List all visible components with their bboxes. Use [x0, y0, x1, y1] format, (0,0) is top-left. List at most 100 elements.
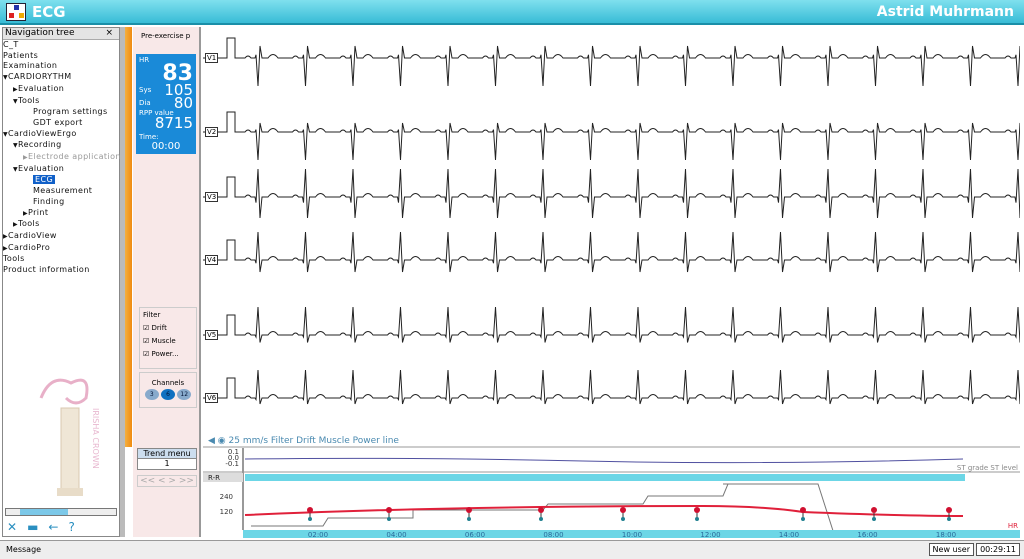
st-tick: 0.0 [228, 454, 239, 462]
tree-item[interactable]: ▶Print [23, 207, 49, 217]
tree-item[interactable]: ▼Evaluation [13, 163, 65, 173]
app-logo-icon [6, 3, 26, 21]
time-tick: 18:00 [936, 531, 956, 538]
sys-marker [307, 507, 313, 513]
tree-toggle-icon[interactable]: ▶ [23, 209, 29, 217]
sys-marker [946, 507, 952, 513]
tree-toggle-icon[interactable]: ▼ [13, 142, 19, 150]
tree-item[interactable]: ▶CardioPro [3, 242, 51, 252]
ecg-trace-v4 [203, 231, 1020, 273]
tree-item[interactable]: ▶Tools [13, 219, 40, 229]
dia-marker [539, 517, 543, 521]
load-line [251, 483, 923, 538]
watermark-column-logo: IRISHA CROWN [39, 378, 100, 496]
rr-label-bg [203, 473, 243, 482]
sys-marker [800, 507, 806, 513]
filter-drift-checkbox[interactable]: ☑ Drift [143, 324, 167, 332]
time-axis-band [243, 530, 1020, 538]
back-arrow-icon[interactable]: ← [48, 520, 59, 534]
horizontal-scrollbar[interactable] [5, 508, 117, 516]
accent-bar [125, 27, 132, 447]
filter-group: Filter ☑ Drift ☑ Muscle ☑ Power... [139, 307, 197, 369]
tree-toggle-icon[interactable]: ▶ [13, 85, 19, 93]
tree-toggle-icon[interactable]: ▼ [3, 130, 9, 138]
pager-controls[interactable]: << < > >> [137, 475, 197, 487]
ecg-info-text: 25 mm/s Filter Drift Muscle Power line [228, 436, 399, 446]
tree-toggle-icon[interactable]: ▼ [3, 74, 9, 82]
folder-icon[interactable]: ▬ [27, 520, 39, 534]
sys-marker [466, 507, 472, 513]
time-tick: 08:00 [543, 531, 563, 538]
dia-marker [801, 517, 805, 521]
tree-item[interactable]: ▶Electrode application [23, 152, 121, 162]
ecg-trace-v3 [203, 168, 1020, 219]
trend-menu-button[interactable]: Trend menu 1 [137, 448, 197, 470]
nav-header: Navigation tree × [3, 28, 119, 40]
tree-toggle-icon[interactable]: ▼ [13, 165, 19, 173]
ecg-info-line: ◀ ◉ 25 mm/s Filter Drift Muscle Power li… [208, 436, 399, 446]
hr-legend: HR [1008, 522, 1018, 530]
vitals-box: HR 83 Sys 105 Dia 80 RPP value 8715 Time: … [136, 54, 196, 154]
tree-toggle-icon[interactable]: ▶ [13, 221, 19, 229]
lead-label: V1 [205, 53, 219, 63]
navigation-tree: Navigation tree × C_T Patients Examination ▼… [2, 27, 120, 537]
tree-item[interactable]: Measurement [33, 186, 93, 196]
rpp-label: RPP value [139, 109, 174, 117]
tree-item[interactable]: C_T [3, 40, 19, 49]
hr-label: HR [139, 56, 150, 64]
filter-power-checkbox[interactable]: ☑ Power... [143, 350, 179, 358]
tree-item[interactable]: ▼CardioViewErgo [3, 128, 77, 138]
tree-item[interactable]: ▶CardioView [3, 230, 57, 240]
filter-muscle-checkbox[interactable]: ☑ Muscle [143, 337, 176, 345]
splitter[interactable] [120, 27, 125, 537]
tree-item[interactable]: ▶Evaluation [13, 83, 65, 93]
tree-item[interactable]: ▼Recording [13, 140, 62, 150]
tree-item[interactable]: Patients [3, 50, 39, 60]
help-icon[interactable]: ? [68, 520, 75, 534]
tree-item[interactable]: Examination [3, 61, 58, 71]
tree-item[interactable]: ▼CARDIORYTHM [3, 72, 72, 82]
close-icon[interactable]: × [105, 28, 113, 38]
dia-label: Dia [139, 99, 151, 107]
tree-item[interactable]: ECG [33, 175, 56, 185]
time-label: Time: [139, 133, 159, 141]
lead-label: V4 [205, 255, 219, 265]
ecg-trace-v5 [203, 306, 1020, 343]
trend-menu-label: Trend menu [138, 449, 196, 459]
elapsed-clock: 00:29:11 [976, 543, 1020, 556]
tree-toggle-icon[interactable]: ▼ [13, 97, 19, 105]
user-status[interactable]: New user [928, 543, 974, 556]
channel-6-button[interactable]: 6 [161, 389, 175, 400]
tree-item[interactable]: Product information [3, 265, 90, 275]
scrollbar-thumb[interactable] [20, 509, 68, 515]
time-tick: 02:00 [308, 531, 328, 538]
channels-group: Channels 3 6 12 [139, 372, 197, 408]
close-tool-icon[interactable]: ✕ [7, 520, 18, 534]
tree-item[interactable]: Tools [3, 254, 25, 264]
hr-line [244, 504, 964, 517]
time-tick: 10:00 [622, 531, 642, 538]
tree-toggle-icon[interactable]: ▶ [3, 244, 9, 252]
tree-item[interactable]: Finding [33, 196, 65, 206]
tree-item[interactable]: ▼Tools [13, 95, 40, 105]
time-tick: 12:00 [700, 531, 720, 538]
message-label: Message [6, 545, 42, 554]
tree-list: C_T Patients Examination ▼CARDIORYTHM ▶Evalu… [3, 40, 121, 276]
nav-title: Navigation tree [5, 28, 75, 38]
lead-label: V3 [205, 192, 219, 202]
window-title: ECG [32, 3, 66, 21]
tree-item[interactable]: Program settings [33, 107, 108, 117]
tree-toggle-icon[interactable]: ▶ [23, 154, 29, 162]
time-tick: 16:00 [857, 531, 877, 538]
channel-3-button[interactable]: 3 [144, 389, 159, 400]
trend-menu-value: 1 [164, 459, 170, 468]
sys-marker [386, 507, 392, 513]
svg-text:IRISHA CROWN: IRISHA CROWN [91, 408, 100, 469]
tree-item[interactable]: GDT export [33, 117, 83, 127]
channel-12-button[interactable]: 12 [177, 389, 192, 400]
sys-label: Sys [139, 86, 152, 94]
tree-toggle-icon[interactable]: ▶ [3, 232, 9, 240]
status-bar: Message New user 00:29:11 [0, 540, 1024, 559]
dia-marker [467, 517, 471, 521]
ecg-trace-v2 [203, 111, 1020, 161]
